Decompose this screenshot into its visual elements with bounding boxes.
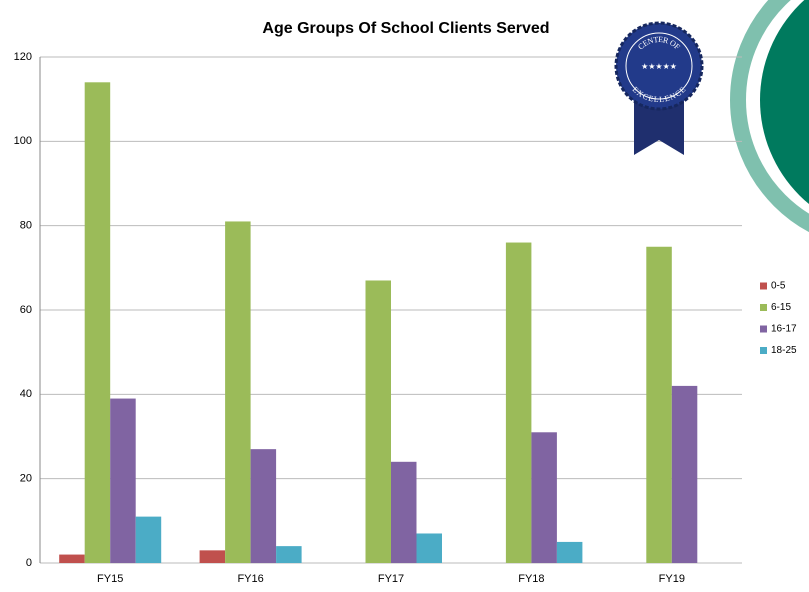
chart-title: Age Groups Of School Clients Served xyxy=(262,20,549,37)
chart: Age Groups Of School Clients Served 0 20 4… xyxy=(0,0,809,592)
badge-stars: ★★★★★ xyxy=(641,62,677,71)
bar xyxy=(251,449,277,563)
bar xyxy=(417,533,443,563)
x-tick-label: FY18 xyxy=(518,573,544,585)
y-tick-label: 0 xyxy=(26,557,32,569)
legend-swatch xyxy=(760,304,767,311)
bar xyxy=(531,432,557,563)
bar xyxy=(136,517,162,563)
bar xyxy=(646,247,672,563)
y-tick-label: 80 xyxy=(20,220,32,232)
bar xyxy=(672,386,698,563)
x-tick-label: FY16 xyxy=(237,573,263,585)
legend-label: 16-17 xyxy=(771,324,797,335)
bar xyxy=(110,399,136,563)
x-tick-label: FY17 xyxy=(378,573,404,585)
badge: ★★★★★ CENTER OF EXCELLENCE xyxy=(616,23,702,155)
legend-swatch xyxy=(760,347,767,354)
bar xyxy=(200,550,226,563)
y-tick-label: 20 xyxy=(20,473,32,485)
bar xyxy=(59,555,84,563)
bar xyxy=(85,82,111,563)
bar xyxy=(225,221,251,563)
bar xyxy=(276,546,302,563)
legend-label: 6-15 xyxy=(771,302,791,313)
bar xyxy=(506,243,532,563)
y-tick-label: 60 xyxy=(20,304,32,316)
x-tick-label: FY15 xyxy=(97,573,123,585)
page: Age Groups Of School Clients Served 0 20 4… xyxy=(0,0,809,592)
bar xyxy=(366,280,392,563)
legend-label: 18-25 xyxy=(771,345,797,356)
y-tick-label: 120 xyxy=(14,51,32,63)
bar xyxy=(391,462,417,563)
legend-label: 0-5 xyxy=(771,281,786,292)
y-tick-label: 100 xyxy=(14,135,32,147)
y-tick-label: 40 xyxy=(20,388,32,400)
x-tick-label: FY19 xyxy=(659,573,685,585)
legend-swatch xyxy=(760,326,767,333)
legend-swatch xyxy=(760,283,767,290)
bar xyxy=(557,542,583,563)
